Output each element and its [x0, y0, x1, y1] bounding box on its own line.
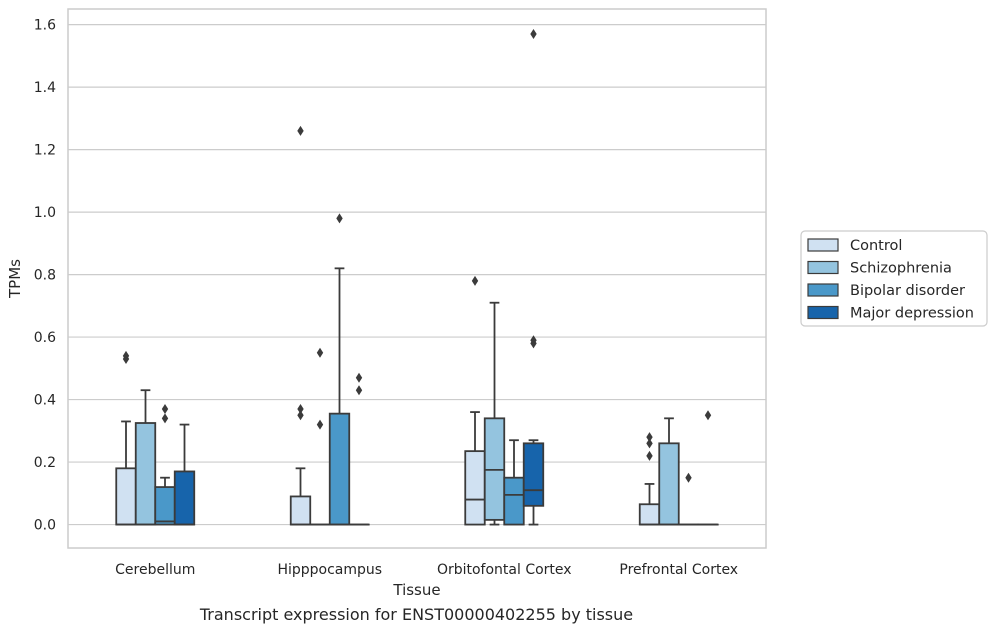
outlier-point	[316, 347, 324, 358]
legend-swatch	[807, 238, 839, 252]
legend-item: Bipolar disorder	[807, 283, 965, 299]
outlier-point	[646, 450, 653, 461]
x-tick-label: Orbitofontal Cortex	[437, 562, 572, 578]
box-body	[289, 495, 312, 526]
outlier-point	[161, 413, 169, 424]
outlier-point	[530, 28, 537, 39]
legend-item: Schizophrenia	[807, 260, 952, 277]
boxes	[115, 28, 719, 526]
x-axis-label: Tissue	[392, 581, 440, 599]
box-body	[464, 450, 486, 526]
legend-label: Major depression	[850, 306, 974, 322]
y-tick-label: 1.6	[34, 18, 56, 34]
x-tick-label: Hipppocampus	[277, 562, 382, 578]
box-body	[522, 442, 545, 507]
box-schizophrenia-2	[483, 301, 506, 526]
outlier-point	[646, 438, 653, 449]
y-tick-label: 0.0	[34, 518, 56, 534]
legend-item: Control	[807, 238, 902, 254]
box-major-depression-0	[173, 423, 196, 526]
y-tick-label: 0.4	[34, 393, 56, 409]
legend: Control Schizophrenia Bipolar disorder Majo…	[800, 230, 988, 327]
box-schizophrenia-1	[309, 347, 331, 526]
legend-label: Schizophrenia	[850, 261, 952, 277]
outlier-point	[685, 472, 692, 483]
box-bipolar-disorder-1	[328, 213, 351, 526]
box-major-depression-1	[348, 372, 370, 526]
box-body	[173, 470, 196, 526]
box-control-2	[464, 275, 486, 526]
x-axis-ticks: Cerebellum Hipppocampus Orbitofontal Corte…	[115, 562, 738, 578]
legend-label: Bipolar disorder	[850, 283, 965, 299]
y-tick-label: 1.0	[34, 205, 56, 221]
box-control-3	[638, 432, 661, 526]
legend-frame	[800, 230, 988, 327]
box-body	[638, 503, 661, 526]
x-tick-label: Cerebellum	[115, 562, 195, 578]
outlier-point	[355, 372, 363, 383]
outlier-point	[297, 125, 304, 136]
outlier-point	[355, 385, 363, 396]
legend-item: Major depression	[807, 305, 974, 322]
box-body	[658, 442, 680, 526]
y-axis-label: TPMs	[6, 259, 24, 299]
outlier-point	[646, 432, 653, 443]
outlier-point	[336, 213, 343, 224]
box-control-1	[289, 125, 312, 526]
legend-swatch	[807, 260, 839, 275]
y-axis-ticks: 0.0 0.2 0.4 0.6 0.8 1.0 1.2 1.4 1.6	[34, 18, 56, 534]
outlier-point	[297, 403, 304, 414]
box-body	[503, 476, 525, 526]
y-tick-label: 0.6	[34, 330, 56, 346]
outlier-point	[122, 350, 130, 361]
outlier-point	[530, 335, 537, 346]
box-schizophrenia-0	[134, 389, 157, 526]
box-bipolar-disorder-0	[154, 403, 176, 526]
box-body	[154, 486, 176, 526]
x-tick-label: Prefrontal Cortex	[619, 562, 738, 578]
y-tick-label: 0.8	[34, 268, 56, 284]
outlier-point	[471, 275, 479, 286]
y-tick-label: 1.2	[34, 143, 56, 159]
outlier-point	[297, 410, 304, 421]
box-body	[134, 422, 157, 526]
outlier-point	[704, 410, 712, 421]
box-bipolar-disorder-3	[677, 472, 700, 526]
box-body	[115, 467, 137, 526]
y-tick-label: 0.2	[34, 455, 56, 471]
figure-caption: Transcript expression for ENST0000040225…	[199, 605, 634, 624]
outlier-point	[316, 419, 324, 430]
legend-swatch	[807, 283, 839, 297]
legend-label: Control	[850, 238, 902, 254]
box-major-depression-2	[522, 28, 545, 526]
box-major-depression-3	[697, 410, 719, 526]
plot-frame	[67, 8, 767, 549]
box-schizophrenia-3	[658, 417, 680, 526]
outlier-point	[161, 403, 169, 414]
box-control-0	[115, 350, 137, 526]
legend-swatch	[807, 305, 839, 320]
box-bipolar-disorder-2	[503, 439, 525, 526]
y-tick-label: 1.4	[34, 80, 56, 96]
box-body	[328, 412, 351, 526]
